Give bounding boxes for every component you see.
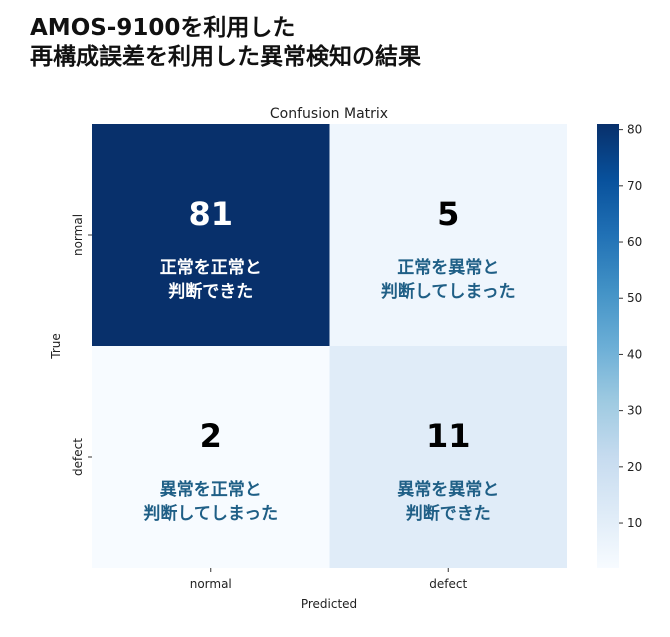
page-title: AMOS-9100を利用した 再構成誤差を利用した異常検知の結果 (30, 14, 421, 72)
y-tick-label: defect (71, 438, 85, 476)
heatmap-cell (92, 346, 330, 568)
colorbar-tick-label: 40 (627, 347, 642, 361)
colorbar-tick-label: 10 (627, 516, 642, 530)
colorbar-tick-label: 70 (627, 179, 642, 193)
colorbar-tick-label: 60 (627, 235, 642, 249)
cell-annotation: 判断できた (168, 281, 253, 302)
x-tick-label: defect (429, 577, 467, 591)
chart-title: Confusion Matrix (270, 106, 388, 122)
cell-annotation: 異常を正常と (160, 479, 262, 500)
y-axis-label: True (49, 333, 63, 360)
cell-annotation: 判断できた (406, 503, 491, 524)
cell-value: 81 (188, 195, 233, 233)
heatmap-cell (329, 346, 567, 568)
x-axis-label: Predicted (301, 597, 357, 611)
cell-annotation: 判断してしまった (381, 281, 516, 302)
colorbar-tick-label: 20 (627, 460, 642, 474)
cell-value: 5 (437, 195, 459, 233)
cell-value: 11 (426, 417, 471, 455)
cell-annotation: 正常を正常と (160, 257, 262, 278)
heatmap-cell (92, 124, 330, 346)
x-tick-label: normal (190, 577, 232, 591)
heatmap-cell (329, 124, 567, 346)
cell-annotation: 正常を異常と (397, 257, 499, 278)
cell-annotation: 判断してしまった (143, 503, 278, 524)
cell-annotation: 異常を異常と (397, 479, 499, 500)
cell-value: 2 (200, 417, 222, 455)
colorbar-tick-label: 30 (627, 404, 642, 418)
page-title-line2: 再構成誤差を利用した異常検知の結果 (30, 44, 421, 70)
page-title-line1: AMOS-9100を利用した (30, 15, 296, 41)
colorbar (597, 124, 619, 568)
colorbar-tick-label: 50 (627, 291, 642, 305)
colorbar-tick-label: 80 (627, 123, 642, 137)
y-tick-label: normal (71, 214, 85, 256)
